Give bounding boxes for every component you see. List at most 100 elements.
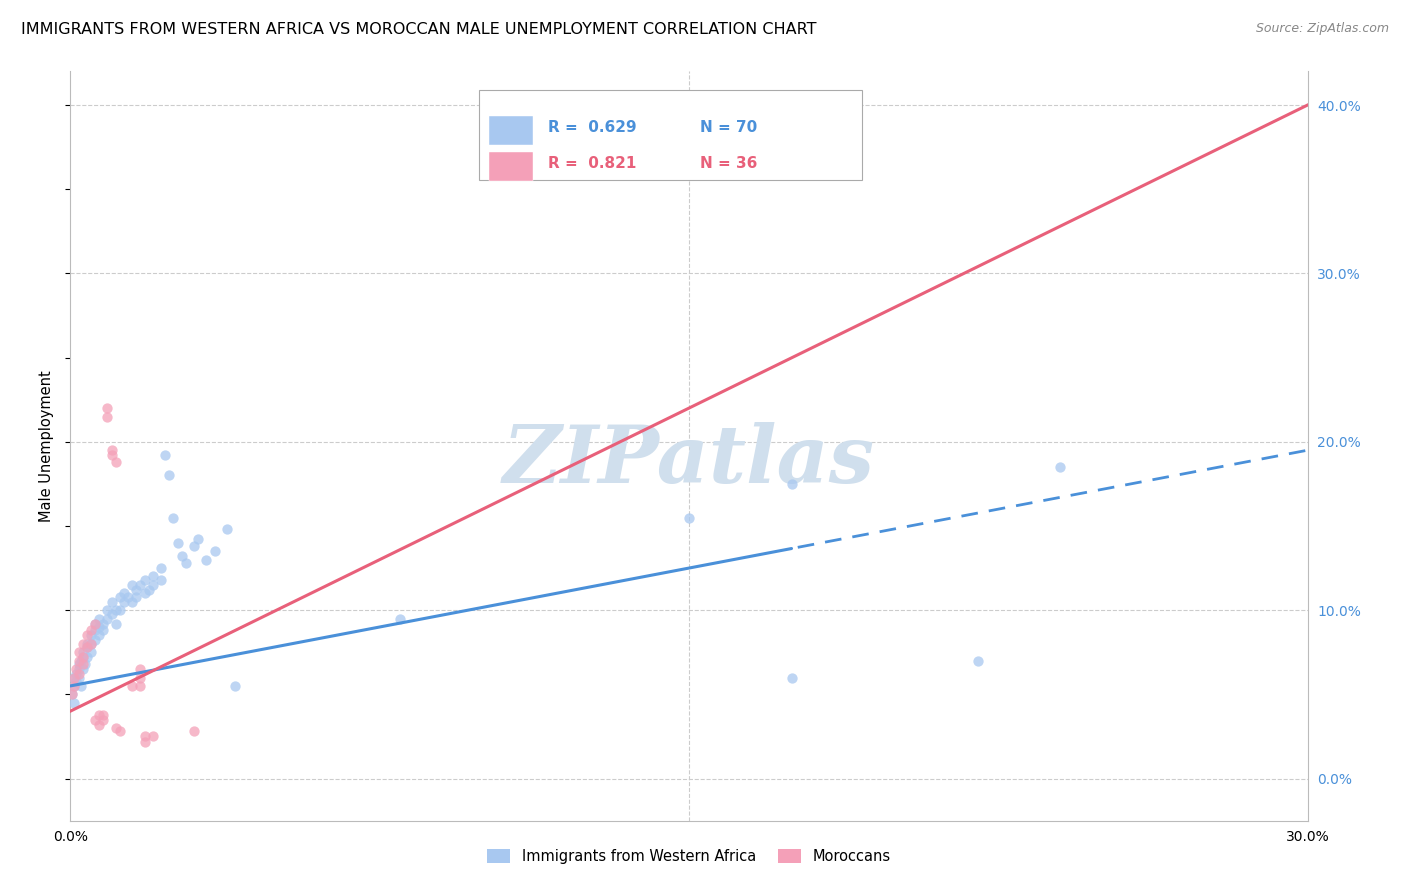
Point xyxy=(150,573,173,587)
Point xyxy=(966,654,988,668)
Point xyxy=(65,673,87,688)
Point xyxy=(224,679,246,693)
Point xyxy=(76,650,98,665)
Point xyxy=(63,671,86,685)
Point xyxy=(84,616,107,631)
Point xyxy=(174,556,197,570)
Point xyxy=(112,595,135,609)
Point xyxy=(72,637,94,651)
Point xyxy=(89,611,111,625)
Point xyxy=(389,611,412,625)
Point xyxy=(104,616,127,631)
Point xyxy=(72,662,94,676)
Text: ZIPatlas: ZIPatlas xyxy=(503,422,875,500)
FancyBboxPatch shape xyxy=(488,153,533,181)
Point xyxy=(121,679,143,693)
Point xyxy=(129,578,152,592)
Point xyxy=(63,671,86,685)
Text: Source: ZipAtlas.com: Source: ZipAtlas.com xyxy=(1256,22,1389,36)
Text: IMMIGRANTS FROM WESTERN AFRICA VS MOROCCAN MALE UNEMPLOYMENT CORRELATION CHART: IMMIGRANTS FROM WESTERN AFRICA VS MOROCC… xyxy=(21,22,817,37)
Point xyxy=(96,409,118,424)
Point xyxy=(1049,460,1071,475)
Point xyxy=(96,611,118,625)
Point xyxy=(91,713,114,727)
Point xyxy=(100,448,122,462)
Point xyxy=(153,448,176,462)
Point xyxy=(72,650,94,665)
Point xyxy=(69,679,91,693)
Point xyxy=(129,662,152,676)
Point xyxy=(157,468,180,483)
Y-axis label: Male Unemployment: Male Unemployment xyxy=(39,370,55,522)
Point xyxy=(89,620,111,634)
Point xyxy=(780,476,803,491)
Point xyxy=(125,590,148,604)
Point xyxy=(108,724,131,739)
Text: N = 36: N = 36 xyxy=(700,156,758,171)
Point xyxy=(89,707,111,722)
Point xyxy=(104,603,127,617)
Point xyxy=(76,628,98,642)
Point xyxy=(108,603,131,617)
Point xyxy=(138,582,160,597)
Point xyxy=(72,657,94,671)
Point xyxy=(72,650,94,665)
Point xyxy=(69,654,91,668)
Point xyxy=(150,561,173,575)
Point xyxy=(204,544,226,558)
Point xyxy=(60,687,83,701)
Point xyxy=(780,671,803,685)
Point xyxy=(63,679,86,693)
Point xyxy=(96,401,118,416)
Point xyxy=(67,654,90,668)
Point xyxy=(76,640,98,655)
Point xyxy=(72,645,94,659)
Point xyxy=(121,595,143,609)
Point xyxy=(91,616,114,631)
Text: R =  0.629: R = 0.629 xyxy=(548,120,637,136)
Point xyxy=(73,657,96,671)
Point xyxy=(112,586,135,600)
Point xyxy=(125,582,148,597)
Point xyxy=(104,455,127,469)
Point xyxy=(67,662,90,676)
Point xyxy=(63,696,86,710)
Point xyxy=(100,595,122,609)
Point xyxy=(80,624,103,638)
Point xyxy=(76,640,98,655)
FancyBboxPatch shape xyxy=(488,116,533,145)
Point xyxy=(91,707,114,722)
Point xyxy=(129,679,152,693)
Point xyxy=(142,578,165,592)
Legend: Immigrants from Western Africa, Moroccans: Immigrants from Western Africa, Moroccan… xyxy=(481,843,897,870)
Point xyxy=(100,443,122,458)
Point xyxy=(142,730,165,744)
Point xyxy=(80,637,103,651)
Point xyxy=(104,721,127,735)
Point xyxy=(65,667,87,681)
Point xyxy=(121,578,143,592)
Point xyxy=(215,522,238,536)
Text: N = 70: N = 70 xyxy=(700,120,758,136)
Point xyxy=(89,717,111,731)
Point xyxy=(84,616,107,631)
Point xyxy=(170,549,193,564)
Point xyxy=(84,624,107,638)
Point xyxy=(76,637,98,651)
Point xyxy=(67,645,90,659)
Point xyxy=(80,637,103,651)
Point xyxy=(80,628,103,642)
Point xyxy=(96,603,118,617)
Point xyxy=(187,533,209,547)
Point xyxy=(108,590,131,604)
Point xyxy=(166,536,188,550)
Point xyxy=(142,569,165,583)
Point xyxy=(67,657,90,671)
Point xyxy=(183,724,205,739)
Point xyxy=(134,573,156,587)
Point xyxy=(162,510,184,524)
FancyBboxPatch shape xyxy=(478,90,862,180)
Point xyxy=(678,510,700,524)
Point xyxy=(134,586,156,600)
Point xyxy=(67,667,90,681)
